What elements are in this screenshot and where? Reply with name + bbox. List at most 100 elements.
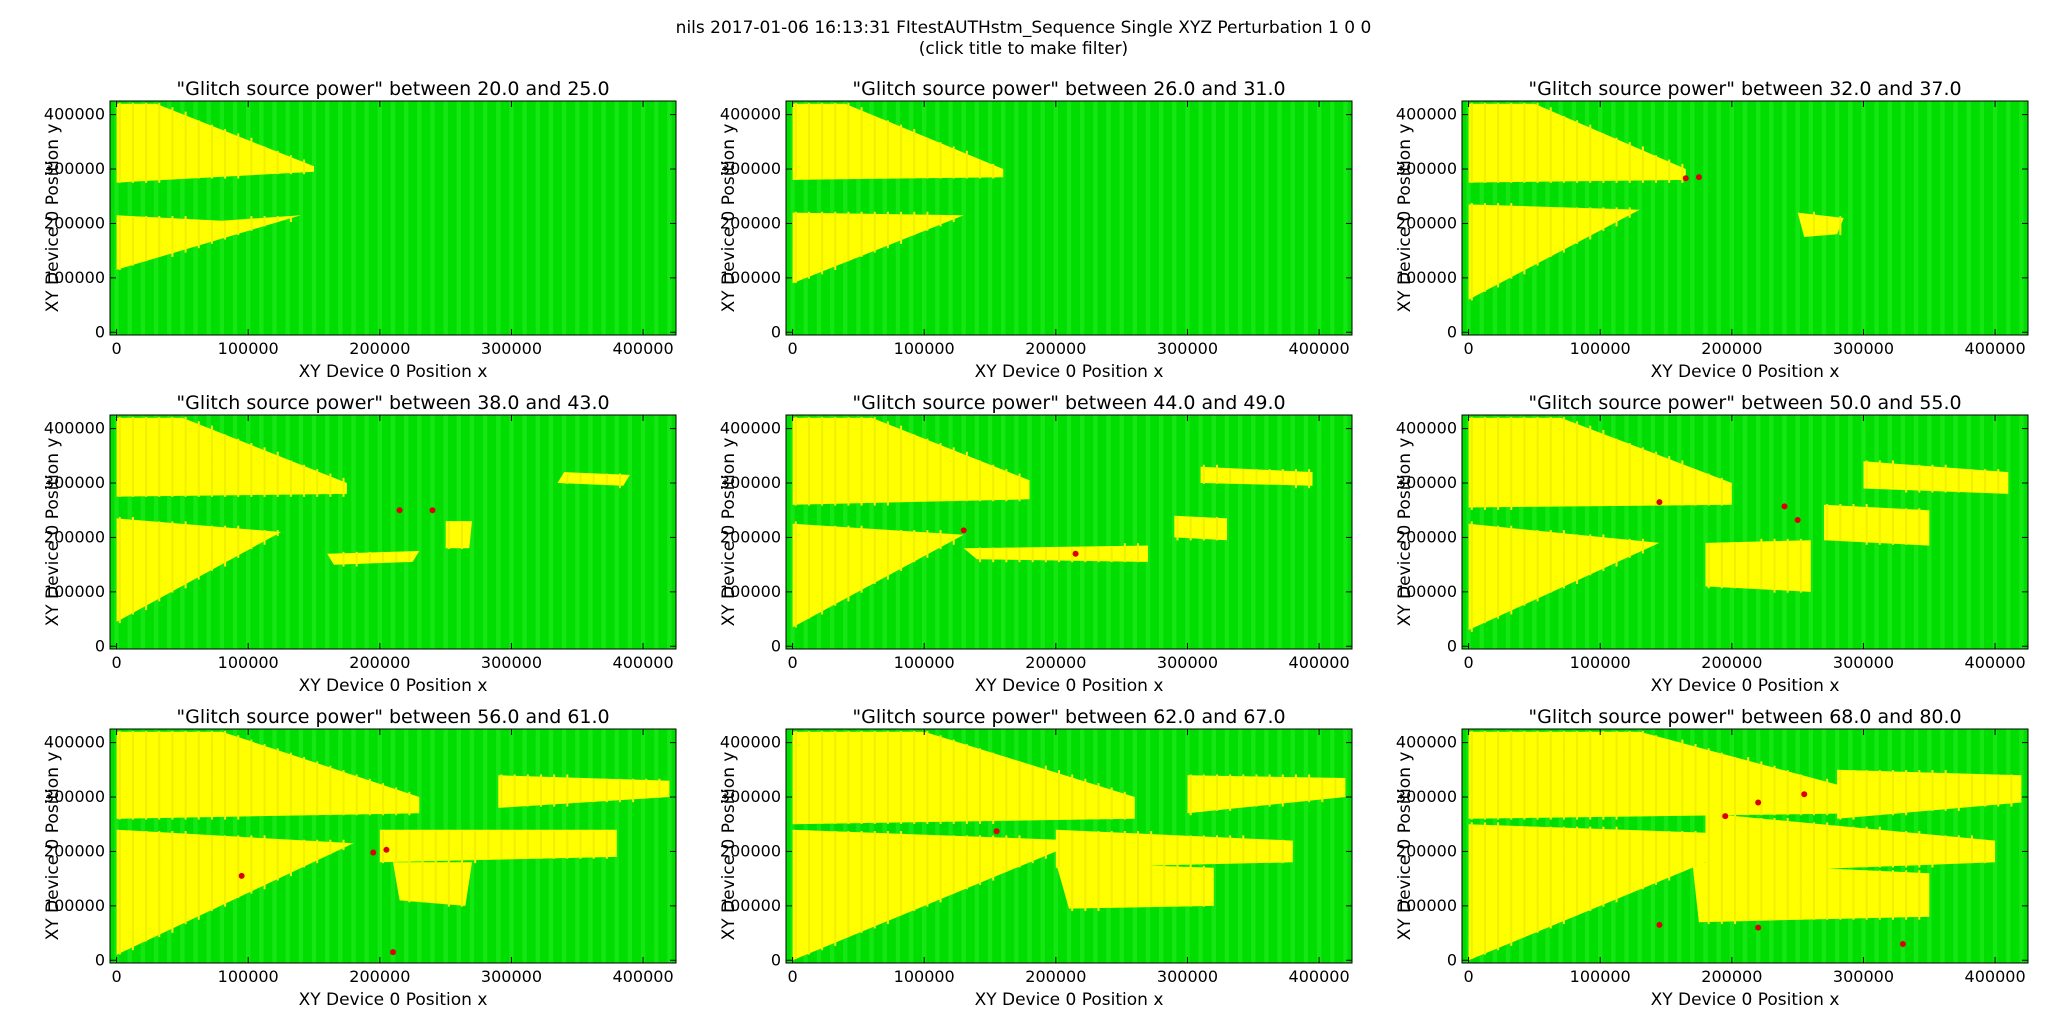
yellow-point [1549,416,1552,423]
yellow-point [1110,556,1113,563]
yellow-point [263,778,266,785]
yellow-point [118,913,121,920]
stripe-column [1290,415,1295,649]
yellow-point [913,547,916,554]
yellow-point [860,434,863,441]
yellow-point [408,870,411,877]
yellow-point [1799,577,1802,584]
subplot-title[interactable]: "Glitch source power" between 32.0 and 3… [1528,78,1961,100]
yellow-point [355,809,358,816]
yellow-point [592,796,595,803]
subplot-title[interactable]: "Glitch source power" between 20.0 and 2… [176,78,609,100]
stripe-column [1145,101,1151,335]
subplot-title[interactable]: "Glitch source power" between 62.0 and 6… [852,706,1285,728]
yellow-point [605,787,608,794]
yellow-point [158,111,161,118]
yellow-point [1562,172,1565,179]
yellow-point [834,774,837,781]
yellow-point [145,551,148,558]
yellow-point [447,534,450,541]
yellow-region [1174,515,1227,541]
yellow-point [900,469,903,476]
yellow-point [1641,495,1644,502]
suptitle-line-2[interactable]: (click title to make filter) [918,39,1129,59]
yellow-point [1799,586,1802,593]
yellow-point [184,525,187,532]
yellow-point [1470,168,1473,175]
yellow-point [965,796,968,803]
yellow-point [632,796,635,803]
yellow-point [1536,447,1539,454]
subplot-title[interactable]: "Glitch source power" between 56.0 and 6… [176,706,609,728]
yellow-point [821,429,824,436]
yellow-point [118,835,121,842]
yellow-point [1589,146,1592,153]
subplot-title[interactable]: "Glitch source power" between 26.0 and 3… [852,78,1285,100]
yellow-point [821,211,824,218]
stripe-column [232,101,238,335]
yellow-point [939,743,942,750]
yellow-point [329,482,332,489]
figure-suptitle: nils 2017-01-06 16:13:31 FItestAUTHstm_S… [0,18,2047,60]
yellow-point [1497,246,1500,253]
yellow-point [1123,796,1126,803]
yellow-point [618,796,621,803]
subplot-title[interactable]: "Glitch source power" between 38.0 and 4… [176,392,609,414]
yellow-point [434,891,437,898]
yellow-point [1123,547,1126,554]
yellow-point [847,543,850,550]
yellow-point [145,809,148,816]
stripe-column [1330,415,1335,649]
yellow-point [873,878,876,885]
yellow-point [1084,839,1087,846]
yellow-point [900,137,903,144]
yellow-point [1562,233,1565,240]
yellow-point [184,900,187,907]
stripe-column [1106,101,1111,335]
yellow-point [1589,460,1592,467]
yellow-point [926,770,929,777]
yellow-point [1615,477,1618,484]
yellow-point [224,556,227,563]
yellow-point [821,495,824,502]
yellow-point [1773,538,1776,545]
yellow-point [1497,495,1500,502]
yellow-point [1536,421,1539,428]
yellow-point [794,277,797,284]
yellow-point [395,787,398,794]
yellow-point [145,564,148,571]
yellow-point [224,560,227,567]
subplot-title[interactable]: "Glitch source power" between 44.0 and 4… [852,392,1285,414]
yellow-point [145,129,148,136]
stripe-column [1093,101,1098,335]
yellow-point [1483,168,1486,175]
yellow-point [158,900,161,907]
yellow-point [1562,569,1565,576]
yellow-point [1044,770,1047,777]
yellow-point [1497,142,1500,149]
yellow-point [1865,534,1868,541]
y-tick-label: 200000 [1396,527,1457,546]
yellow-point [303,761,306,768]
yellow-point [1720,495,1723,502]
yellow-point [1549,120,1552,127]
yellow-point [1110,852,1113,859]
yellow-point [1215,469,1218,476]
yellow-point [1562,146,1565,153]
yellow-point [834,735,837,742]
yellow-point [1071,891,1074,898]
yellow-point [263,791,266,798]
yellow-point [1536,495,1539,502]
y-tick-label: 100000 [44,582,105,601]
yellow-point [1589,168,1592,175]
subplot-title[interactable]: "Glitch source power" between 50.0 and 5… [1528,392,1961,414]
yellow-point [847,909,850,916]
yellow-point [118,939,121,946]
yellow-point [303,852,306,859]
yellow-point [1523,425,1526,432]
yellow-point [1137,547,1140,554]
yellow-point [1813,211,1816,218]
yellow-point [474,852,477,859]
yellow-point [171,229,174,236]
yellow-point [592,852,595,859]
